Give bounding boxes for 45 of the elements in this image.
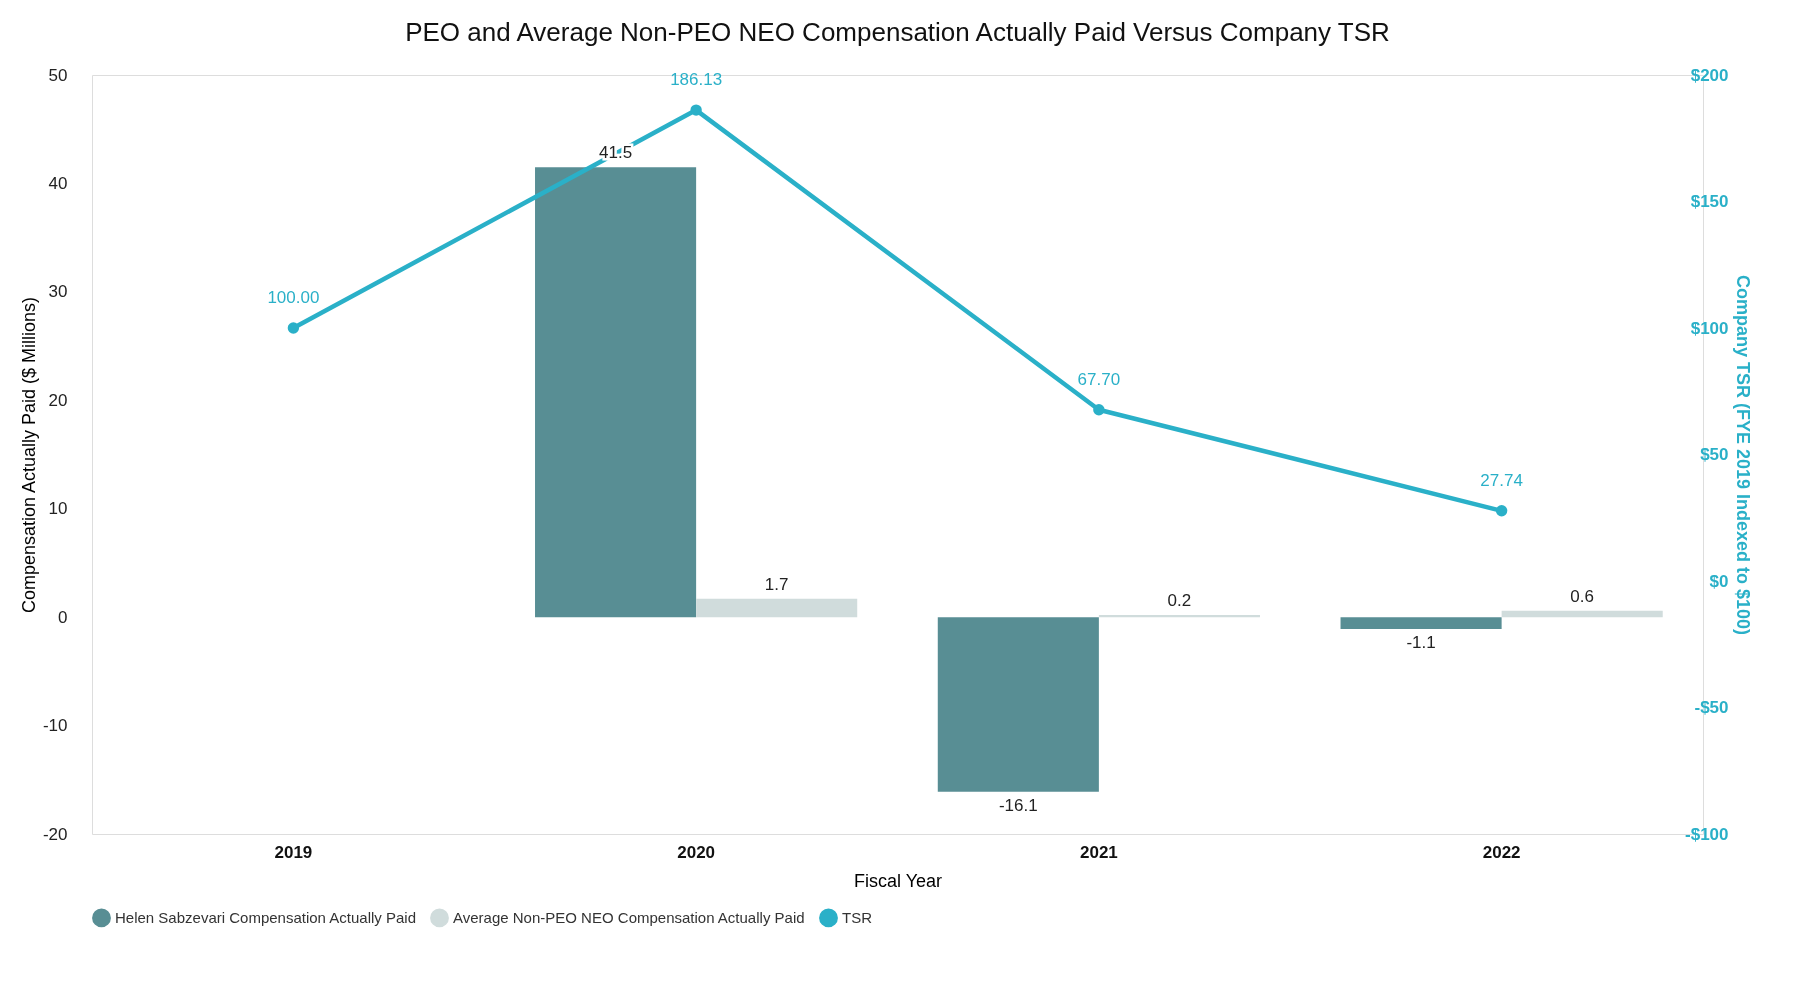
x-tick-label: 2019 [274,842,313,862]
x-tick-label: 2022 [1482,842,1521,862]
legend-label: TSR [842,908,873,926]
bar [535,167,697,618]
data-label: 100.00 [267,288,320,307]
y2-tick-label: $50 [1700,445,1729,464]
data-label: 1.7 [764,574,789,594]
y-tick-label: 40 [48,173,68,193]
y2-tick-label: -$100 [1685,824,1729,844]
y-tick-label: 10 [48,499,68,519]
y2-tick-label: $200 [1690,65,1729,85]
data-label: 186.13 [670,70,723,90]
y2-tick-label: $100 [1690,318,1729,338]
y-tick-label: -10 [42,716,68,736]
point [690,104,702,116]
bar [937,617,1099,792]
bar [696,598,858,618]
x-tick-label: 2020 [677,842,716,862]
y-tick-label: 50 [48,65,68,85]
data-label: -1.1 [1406,633,1436,653]
data-label: -16.1 [998,795,1038,815]
point [287,322,300,334]
x-tick-label: 2021 [1079,842,1118,862]
y-tick-label: 20 [48,390,68,410]
chart-title: PEO and Average Non-PEO NEO Compensation Actually Paid Versus Company TSR [405,17,1390,47]
y2-tick-label: $150 [1690,192,1729,211]
y-axis-title: Compensation Actually Paid ($ Millions) [18,296,39,614]
y-tick-label: -20 [42,824,68,844]
point [1093,404,1105,416]
data-label: 0.2 [1167,590,1192,610]
data-label: 27.74 [1480,470,1523,490]
data-label: 67.70 [1077,369,1121,389]
bar [1501,610,1663,618]
y2-axis-title: Company TSR (FYE 2019 Indexed to $100) [1732,274,1753,636]
y2-tick-label: -$50 [1694,698,1729,717]
bar [1340,617,1502,630]
y-tick-label: 0 [58,607,68,627]
legend-label: Helen Sabzevari Compensation Actually Paid [115,908,417,926]
legend-label: Average Non-PEO NEO Compensation Actually Paid [453,908,805,926]
point [1495,505,1508,517]
data-label: 0.6 [1570,586,1594,606]
bar [1098,614,1260,618]
y-tick-label: 30 [48,282,68,302]
x-axis-title: Fiscal Year [853,870,943,891]
y2-tick-label: $0 [1709,571,1729,591]
